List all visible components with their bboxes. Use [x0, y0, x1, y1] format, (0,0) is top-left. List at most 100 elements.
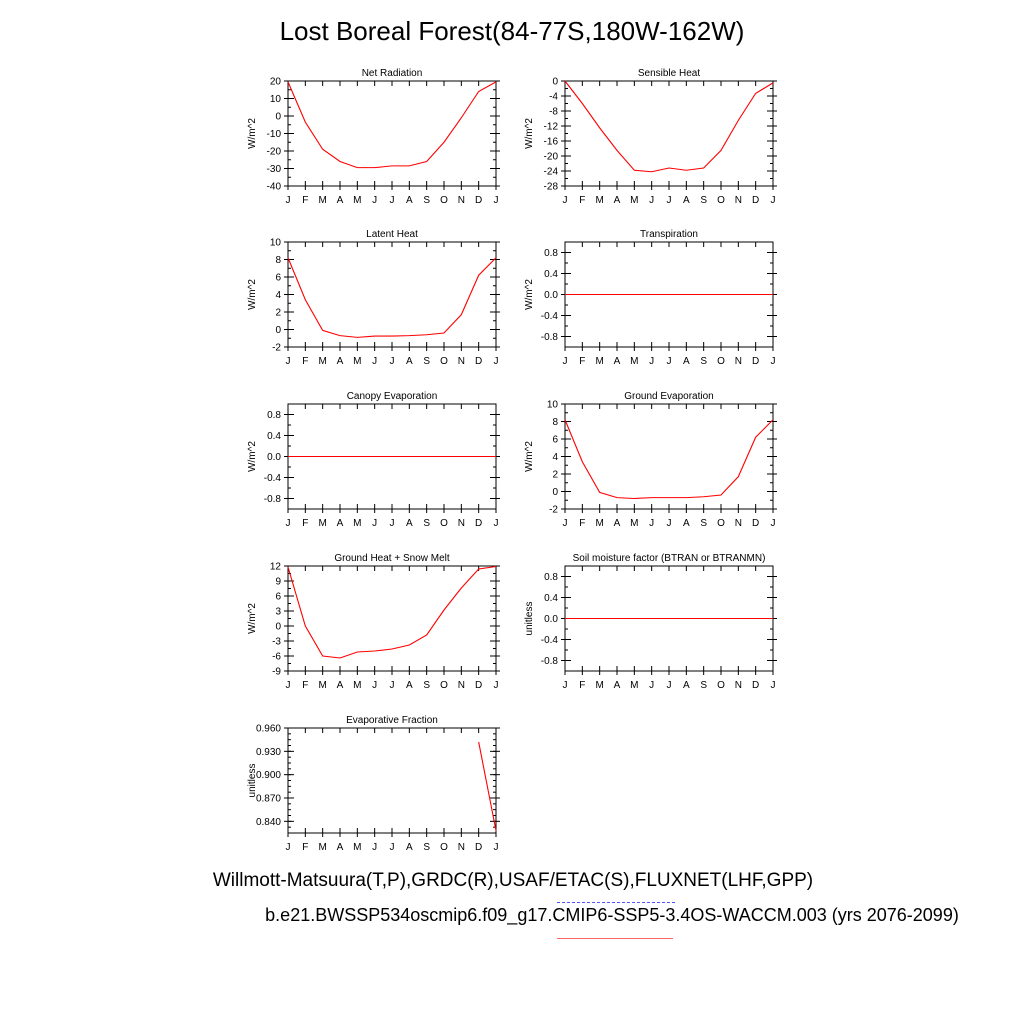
panel-4-ytick-label: 0.8 [544, 248, 558, 259]
panel-4-ylabel: W/m^2 [524, 279, 535, 310]
panel-1-xtick-label: M [353, 195, 361, 206]
panel-2-ytick-label: -16 [544, 137, 559, 148]
panel-5-ytick-label: -0.8 [264, 494, 282, 505]
panel-2-xtick-label: J [649, 195, 654, 206]
panel-7-title: Ground Heat + Snow Melt [334, 553, 450, 564]
panel-2-ytick-label: -20 [544, 152, 559, 163]
panel-8-xtick-label: F [579, 680, 585, 691]
panel-4-xtick-label: O [717, 356, 725, 367]
panel-7-ylabel: W/m^2 [247, 603, 258, 634]
panel-6-ytick-label: 8 [552, 417, 558, 428]
panel-4-title: Transpiration [640, 229, 698, 240]
panel-2-frame [564, 80, 774, 187]
panel-4-xtick-label: F [579, 356, 585, 367]
panel-2-ytick-label: -24 [544, 167, 559, 178]
panel-5-ytick-label: 0.0 [267, 452, 281, 463]
panel-8-ytick-label: -0.4 [541, 635, 559, 646]
panel-8-xtick-label: M [595, 680, 603, 691]
panel-2-xtick-label: M [595, 195, 603, 206]
panel-7-xtick-label: S [423, 680, 430, 691]
panel-7-ytick-label: 3 [275, 607, 281, 618]
panel-5-xtick-label: J [494, 518, 499, 529]
panel-3-xtick-label: M [353, 356, 361, 367]
panel-9-xtick-label: A [406, 842, 413, 853]
panel-9-ytick-label: 0.930 [256, 747, 281, 758]
panel-4-ytick-label: 0.4 [544, 269, 558, 280]
panel-2-ytick-label: -12 [544, 122, 559, 133]
panel-5-xtick-label: J [372, 518, 377, 529]
panel-8-xtick-label: J [771, 680, 776, 691]
panel-2-ylabel: W/m^2 [524, 118, 535, 149]
panel-8-xtick-label: J [649, 680, 654, 691]
panel-7-xtick-label: M [318, 680, 326, 691]
panel-2-xtick-label: D [752, 195, 759, 206]
panel-1-ylabel: W/m^2 [247, 118, 258, 149]
panel-5-title: Canopy Evaporation [347, 391, 438, 402]
panel-2-ytick-label: 0 [552, 77, 558, 88]
panel-2-xtick-label: M [630, 195, 638, 206]
panel-9-xtick-label: J [372, 842, 377, 853]
panel-8-ytick-label: -0.8 [541, 656, 559, 667]
panel-6-ytick-label: -2 [549, 505, 558, 516]
panel-8-ylabel: unitless [524, 602, 535, 636]
panel-2-xtick-label: J [771, 195, 776, 206]
panel-7-xtick-label: N [458, 680, 465, 691]
panel-8-xtick-label: O [717, 680, 725, 691]
panel-1-xtick-label: J [390, 195, 395, 206]
panel-4-ytick-label: -0.4 [541, 311, 559, 322]
panel-6-xtick-label: J [771, 518, 776, 529]
panel-5-xtick-label: N [458, 518, 465, 529]
panel-5-ytick-label: -0.4 [264, 473, 282, 484]
panel-4-xtick-label: N [735, 356, 742, 367]
panel-2-xtick-label: S [700, 195, 707, 206]
panel-6-xtick-label: F [579, 518, 585, 529]
panel-9-title: Evaporative Fraction [346, 715, 438, 726]
panel-4-xtick-label: D [752, 356, 759, 367]
panel-9-xtick-label: J [286, 842, 291, 853]
panel-9-ytick-label: 0.840 [256, 817, 281, 828]
model-legend-line [557, 938, 673, 939]
panel-6-xtick-label: N [735, 518, 742, 529]
panel-3-ytick-label: 4 [275, 290, 281, 301]
panel-9-xtick-label: D [475, 842, 482, 853]
panel-3-xtick-label: A [337, 356, 344, 367]
panel-1-ytick-label: -10 [267, 129, 282, 140]
panel-6-xtick-label: O [717, 518, 725, 529]
panel-8-title: Soil moisture factor (BTRAN or BTRANMN) [573, 553, 766, 564]
panel-1-xtick-label: M [318, 195, 326, 206]
panel-7-xtick-label: D [475, 680, 482, 691]
panel-3-xtick-label: J [372, 356, 377, 367]
panel-6-series-line [564, 419, 774, 500]
panel-1-xtick-label: N [458, 195, 465, 206]
panel-9-ytick-label: 0.900 [256, 770, 281, 781]
panel-5-ylabel: W/m^2 [247, 441, 258, 472]
panel-5-xtick-label: A [406, 518, 413, 529]
panel-1-ytick-label: 0 [275, 112, 281, 123]
panel-7-xtick-label: F [302, 680, 308, 691]
panel-4-xtick-label: J [649, 356, 654, 367]
panel-2-xtick-label: N [735, 195, 742, 206]
panel-6-xtick-label: J [649, 518, 654, 529]
panel-3-ytick-label: -2 [272, 343, 281, 354]
panel-9-frame [287, 727, 497, 834]
panel-3-ytick-label: 6 [275, 273, 281, 284]
obs-legend-line [557, 902, 675, 903]
panel-3-ytick-label: 10 [270, 238, 282, 249]
panel-1-xtick-label: J [494, 195, 499, 206]
panel-4-xtick-label: J [563, 356, 568, 367]
panel-3-ytick-label: 8 [275, 255, 281, 266]
panel-5-xtick-label: J [390, 518, 395, 529]
panel-1-xtick-label: F [302, 195, 308, 206]
panel-3-xtick-label: J [494, 356, 499, 367]
panel-8-xtick-label: J [667, 680, 672, 691]
panel-1-xtick-label: A [406, 195, 413, 206]
panel-7-xtick-label: O [440, 680, 448, 691]
panel-8-xtick-label: M [630, 680, 638, 691]
panel-3-xtick-label: D [475, 356, 482, 367]
panel-9-xtick-label: J [494, 842, 499, 853]
panel-3-ylabel: W/m^2 [247, 279, 258, 310]
panel-6-xtick-label: J [563, 518, 568, 529]
panel-1-ytick-label: -30 [267, 164, 282, 175]
panel-3-xtick-label: A [406, 356, 413, 367]
panel-5-ytick-label: 0.4 [267, 431, 281, 442]
